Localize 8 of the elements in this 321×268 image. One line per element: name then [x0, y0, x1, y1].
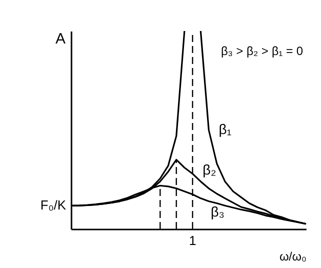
x-axis-title: ω/ω₀	[279, 250, 307, 264]
text: F₀/K	[40, 198, 66, 213]
annotation: β₃ > β₂ > β₁ = 0	[221, 44, 304, 58]
series-label: β₂	[202, 161, 216, 178]
series-label: β₃	[210, 203, 225, 220]
series-label: β₁	[218, 121, 232, 137]
y-axis-title: A	[55, 30, 66, 48]
text: 1	[188, 233, 196, 248]
